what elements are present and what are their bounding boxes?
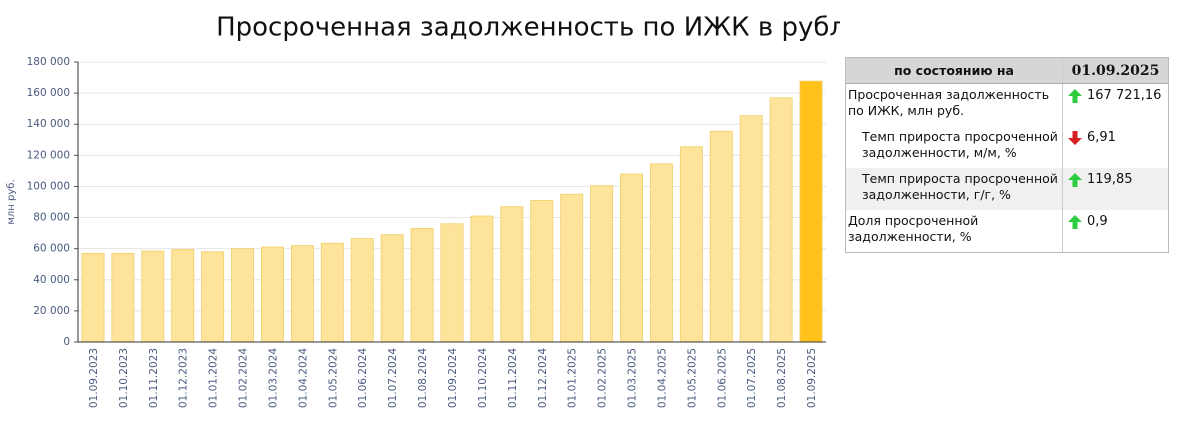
bar [111,252,135,343]
header-cell: 01.09.2025 [1071,62,1160,79]
row-label: Темп прироста просроченной задолженности… [846,168,1063,210]
x-tick-label: 01.02.2024 [238,348,250,408]
bar [530,200,554,343]
y-tick-label: 60 000 [33,243,70,255]
row-label: Темп прироста просроченной задолженности… [846,126,1063,168]
trend-arrow [1068,89,1082,103]
summary-table: по состоянию на 01.09.2025 Просроченная … [845,57,1169,253]
bar [290,245,314,343]
x-tick-label: 01.10.2024 [477,348,489,408]
y-tick-label: 180 000 [27,56,70,68]
arrow-shape [1068,89,1082,103]
bar [410,228,434,343]
x-tick-label: 01.12.2024 [537,348,549,408]
x-tick-label: 01.05.2025 [686,348,698,408]
bar [500,206,524,343]
row-label: Доля просроченной задолженности, % [846,210,1063,252]
row-value: 0,9 [1087,214,1108,229]
bar [799,80,823,343]
row-label: Просроченная задолженность по ИЖК, млн р… [846,84,1063,126]
bar [261,246,284,343]
y-tick-label: 140 000 [27,118,70,130]
bar [739,115,763,343]
x-tick-label: 01.05.2024 [327,348,339,408]
x-tick-label: 01.06.2025 [716,348,728,408]
value-cell: 167 721,16 [1063,84,1168,126]
y-tick-label: 120 000 [27,149,70,161]
x-tick-label: 01.09.2025 [806,348,818,408]
x-tick-label: 01.11.2024 [507,348,519,408]
arrow-shape [1068,173,1082,187]
table-row: Доля просроченной задолженности, % 0,9 [846,210,1168,252]
header-cell: по состоянию на [846,58,1063,83]
chart: Просроченная задолженность по ИЖК в рубл… [6,13,840,409]
y-axis-label: млн руб. [6,179,17,224]
bar [201,251,225,343]
x-tick-label: 01.06.2024 [357,348,369,408]
x-tick-label: 01.07.2025 [746,348,758,408]
x-tick-label: 01.01.2025 [567,348,579,408]
bar [171,249,195,343]
x-tick-label: 01.07.2024 [387,348,399,408]
x-tick-label: 01.12.2023 [178,348,190,408]
value-cell: 6,91 [1063,126,1168,168]
bar [141,250,165,343]
table-header: по состоянию на 01.09.2025 [846,58,1168,84]
bar [350,238,374,343]
y-tick-label: 80 000 [33,212,70,224]
row-value: 119,85 [1087,172,1133,187]
bar [440,223,464,343]
bar [231,248,255,343]
x-tick-label: 01.01.2024 [208,348,220,408]
trend-arrow [1068,173,1082,187]
x-tick-label: 01.03.2024 [267,348,279,408]
bar [470,215,494,343]
value-cell: 0,9 [1063,210,1168,252]
x-tick-label: 01.10.2023 [118,348,130,408]
bar [590,185,614,343]
x-tick-label: 01.04.2025 [656,348,668,408]
bar [769,97,793,343]
x-tick-label: 01.04.2024 [297,348,309,408]
table-row: Темп прироста просроченной задолженности… [846,126,1168,168]
arrow-shape [1068,131,1082,145]
arrow-shape [1068,215,1082,229]
x-tick-label: 01.02.2025 [597,348,609,408]
x-tick-label: 01.09.2023 [88,348,100,408]
bar [320,242,344,343]
x-tick-label: 01.08.2024 [417,348,429,408]
trend-arrow [1068,215,1082,229]
x-tick-label: 01.08.2025 [776,348,788,408]
bar [709,130,733,343]
bar [679,146,703,343]
table-row: Темп прироста просроченной задолженности… [846,168,1168,210]
y-tick-label: 160 000 [27,87,70,99]
value-cell: 119,85 [1063,168,1168,210]
y-tick-label: 40 000 [33,274,70,286]
y-tick-label: 0 [63,336,70,348]
x-tick-label: 01.11.2023 [148,348,160,408]
bar [560,193,584,343]
row-value: 167 721,16 [1087,88,1162,103]
bar [81,252,105,343]
bar [649,163,673,343]
table-row: Просроченная задолженность по ИЖК, млн р… [846,84,1168,126]
bar [380,234,404,343]
y-tick-label: 20 000 [33,305,70,317]
row-value: 6,91 [1087,130,1116,145]
x-tick-label: 01.03.2025 [627,348,639,408]
y-tick-label: 100 000 [27,180,70,192]
bar [620,173,643,343]
trend-arrow [1068,131,1082,145]
x-tick-label: 01.09.2024 [447,348,459,408]
chart-title: Просроченная задолженность по ИЖК в рубл… [216,13,840,43]
